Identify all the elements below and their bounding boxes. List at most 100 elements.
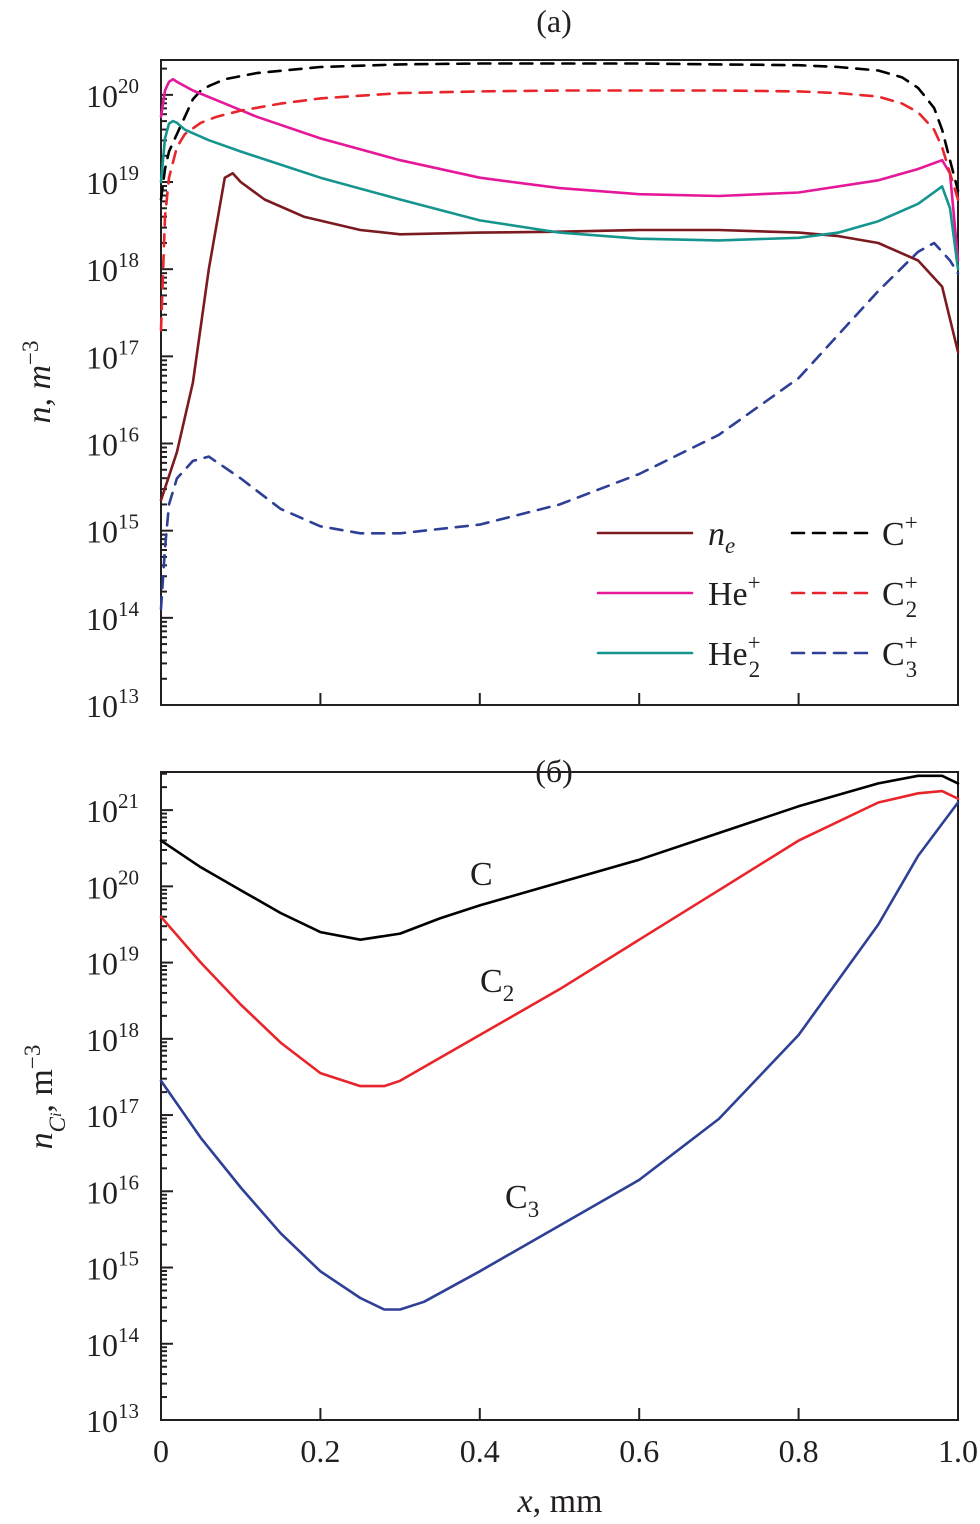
- curve-label-C: C: [470, 856, 493, 893]
- y-tick-exponent: 15: [118, 510, 139, 534]
- y-tick-label: 1018: [86, 248, 139, 288]
- x-tick-label: 0.4: [460, 1433, 500, 1469]
- legend-label-sup: +: [748, 630, 761, 655]
- y-tick-base: 10: [86, 1174, 118, 1210]
- y-tick-label: 1016: [86, 423, 139, 463]
- panel-a-y-axis-title: n, m−3: [18, 340, 59, 423]
- curve-label-main: C: [505, 1179, 528, 1216]
- y-tick-base: 10: [86, 1022, 118, 1058]
- y-tick-exponent: 19: [118, 161, 139, 185]
- y-tick-base: 10: [86, 252, 118, 288]
- y-tick-exponent: 20: [118, 74, 139, 98]
- series-C3-line: [159, 241, 960, 611]
- y-tick-exponent: 13: [118, 684, 139, 708]
- y-tick-base: 10: [86, 165, 118, 201]
- y-tick-exponent: 20: [118, 865, 139, 889]
- legend-label-C3: C+ 3: [882, 630, 918, 682]
- y-tick-base: 10: [86, 1098, 118, 1134]
- legend-label-sub: e: [725, 533, 735, 558]
- series-C-line: [159, 62, 960, 201]
- panel-a-legend: ne C+He+ C+ 2He+ 2 C+ 3: [596, 510, 918, 682]
- y-tick-exponent: 19: [118, 942, 139, 966]
- y-tick-label: 1017: [86, 1094, 139, 1134]
- y-tick-label: 1019: [86, 942, 139, 982]
- series-C-line: [159, 774, 960, 942]
- y-tick-label: 1020: [86, 74, 139, 114]
- x-tick-label: 1.0: [938, 1433, 978, 1469]
- curve-label-sub: 3: [528, 1197, 540, 1222]
- curve-label-C2: C2: [480, 963, 514, 1006]
- y-tick-exponent: 16: [118, 423, 139, 447]
- x-tick-label: 0.8: [779, 1433, 819, 1469]
- series-He-line: [159, 77, 960, 262]
- panel-b-frame: [160, 771, 959, 1421]
- legend-label-sup: +: [748, 570, 761, 595]
- y-tick-exponent: 18: [118, 248, 139, 272]
- panel-b-y-axis-title-sub: C: [45, 1116, 70, 1132]
- y-tick-exponent: 14: [118, 597, 140, 621]
- legend-label-sub: 3: [906, 657, 918, 682]
- legend-label-He2: He+ 2: [708, 630, 761, 682]
- y-tick-base: 10: [86, 1251, 118, 1287]
- panel-b-y-axis-title-tail: , m: [23, 1069, 60, 1112]
- panel-a-y-axis-title-sup: −3: [18, 340, 43, 364]
- curve-label-main: C: [480, 963, 503, 1000]
- y-tick-exponent: 17: [118, 335, 139, 359]
- y-tick-base: 10: [86, 1403, 118, 1439]
- y-tick-base: 10: [86, 869, 118, 905]
- panel-b-x-axis-title-var: x: [517, 1483, 533, 1520]
- series-C2-line: [159, 789, 960, 1088]
- panel-a-series: [159, 62, 960, 611]
- panel-b-x-axis-title: x, mm: [517, 1483, 603, 1520]
- y-tick-base: 10: [86, 339, 118, 375]
- y-tick-base: 10: [86, 78, 118, 114]
- legend-label-sup: +: [905, 510, 918, 535]
- y-tick-label: 1021: [86, 789, 139, 829]
- legend-label-sub: 2: [749, 657, 761, 682]
- y-tick-exponent: 15: [118, 1247, 139, 1271]
- panel-b: (б) 101310141015101610171018101910201021…: [20, 753, 979, 1520]
- legend-label-sup: +: [905, 570, 918, 595]
- legend-label-main: He: [708, 576, 748, 613]
- y-tick-base: 10: [86, 793, 118, 829]
- y-tick-label: 1014: [86, 1323, 140, 1363]
- panel-b-y-axis-title-main: n: [23, 1132, 60, 1149]
- series-C3-line: [159, 801, 960, 1311]
- y-tick-base: 10: [86, 427, 118, 463]
- x-tick-label: 0: [153, 1433, 169, 1469]
- y-tick-exponent: 14: [118, 1323, 140, 1347]
- y-tick-base: 10: [86, 688, 118, 724]
- legend-label-main: n: [708, 516, 725, 553]
- y-tick-label: 1013: [86, 684, 139, 724]
- legend-label-main: C: [882, 516, 905, 553]
- series-C2-line: [159, 89, 960, 332]
- panel-b-y-axis-title-subsub: i: [48, 1113, 65, 1117]
- x-tick-label: 0.6: [619, 1433, 659, 1469]
- y-tick-label: 1014: [86, 597, 140, 637]
- y-tick-label: 1018: [86, 1018, 139, 1058]
- panel-a-y-axis-title-main: n, m: [21, 365, 58, 424]
- legend-label-He: He+: [708, 570, 761, 613]
- panel-b-x-tick-labels: 0 0.2 0.4 0.6 0.8 1.0: [153, 1433, 978, 1469]
- y-tick-label: 1019: [86, 161, 139, 201]
- y-tick-label: 1015: [86, 510, 139, 550]
- y-tick-label: 1016: [86, 1170, 139, 1210]
- y-tick-exponent: 21: [118, 789, 139, 813]
- y-tick-base: 10: [86, 1327, 118, 1363]
- y-tick-label: 1017: [86, 335, 139, 375]
- series-ne-line: [159, 172, 960, 502]
- panel-b-x-axis-title-unit: , mm: [533, 1483, 603, 1520]
- panel-b-y-axis-title: nCi, m−3: [20, 1045, 70, 1150]
- legend-label-sub: 2: [906, 597, 918, 622]
- y-tick-label: 1020: [86, 865, 139, 905]
- y-tick-label: 1013: [86, 1399, 139, 1439]
- x-tick-label: 0.2: [300, 1433, 340, 1469]
- y-tick-base: 10: [86, 946, 118, 982]
- curve-label-sub: 2: [503, 981, 515, 1006]
- legend-label-main: C: [882, 576, 905, 613]
